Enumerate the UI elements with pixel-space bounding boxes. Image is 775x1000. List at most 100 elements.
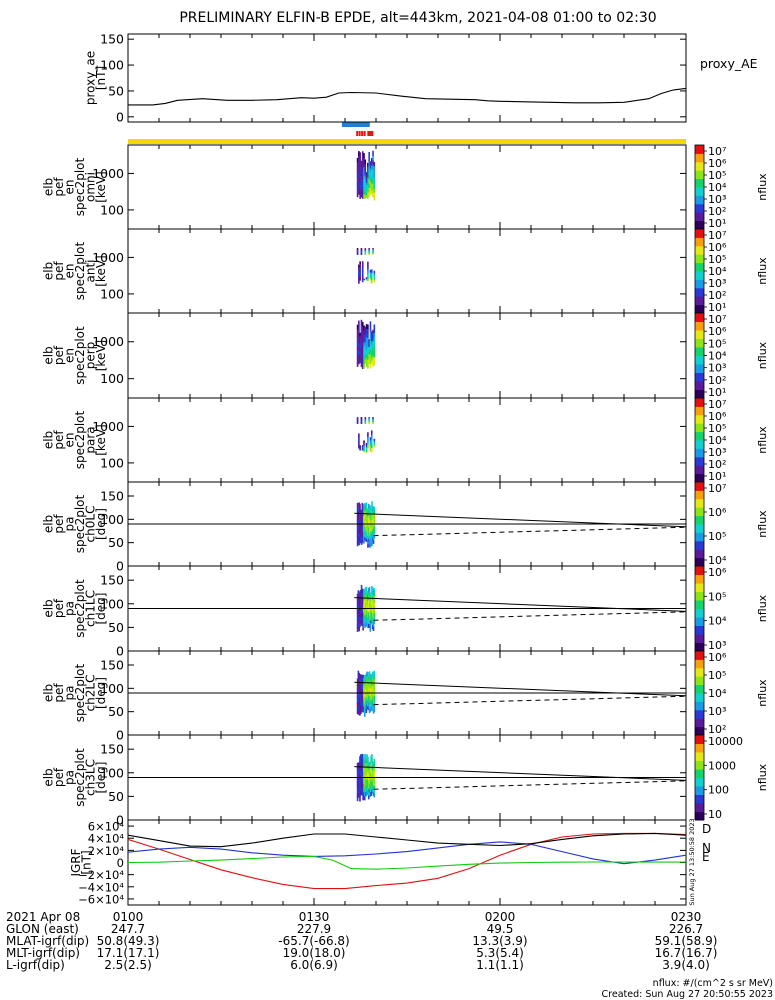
colorbar-cell <box>695 212 704 222</box>
spec-cell <box>369 174 372 179</box>
spec-cell <box>359 332 361 337</box>
spec-cell <box>365 708 368 714</box>
spec-cell <box>361 349 364 356</box>
spec-cell <box>372 362 374 367</box>
spec-cell <box>365 189 368 193</box>
spec-cell <box>363 446 365 448</box>
colorbar-tick-label: 10⁵ <box>708 422 726 435</box>
spec-cell <box>367 350 369 356</box>
spec-cell <box>365 353 368 359</box>
colorbar-cell <box>695 389 704 399</box>
spec-cell <box>365 340 368 346</box>
spec-cell <box>365 177 368 181</box>
spec-cell <box>370 340 373 345</box>
spec-cell <box>360 417 363 419</box>
spec-cell <box>373 699 376 705</box>
y-axis-label: pef <box>52 177 66 197</box>
spec-cell <box>370 445 373 449</box>
colorbar-tick-label: 10⁴ <box>708 265 727 278</box>
spec-cell <box>364 248 367 250</box>
spec-cell <box>367 267 369 270</box>
spec-cell <box>372 539 375 544</box>
colorbar-cell <box>695 490 704 500</box>
plot-title: PRELIMINARY ELFIN-B EPDE, alt=443km, 202… <box>179 10 656 26</box>
footer-row-value: 227.9 <box>297 922 331 936</box>
spec-cell <box>368 156 370 162</box>
colorbar-tick-label: 10⁴ <box>708 350 727 363</box>
spec-cell <box>356 349 359 355</box>
spec-cell <box>361 188 364 195</box>
spec-cell <box>359 184 361 190</box>
spec-cell <box>365 324 368 329</box>
colorbar-cell <box>695 786 704 795</box>
spec-cell <box>370 447 373 451</box>
spec-cell <box>364 419 367 421</box>
spec-cell <box>362 708 364 713</box>
spec-cell <box>372 418 374 420</box>
spec-cell <box>368 248 370 250</box>
y-tick-label: 150 <box>100 742 124 757</box>
y-axis-label: [keV] <box>94 424 108 455</box>
spec-cell <box>366 591 368 595</box>
spec-cell <box>360 250 363 252</box>
colorbar-cell <box>695 330 704 339</box>
y-axis-label: [keV] <box>94 340 108 371</box>
spec-cell <box>370 350 373 355</box>
spec-cell <box>373 177 376 182</box>
spec-cell <box>356 253 359 255</box>
spec-cell <box>372 251 374 254</box>
colorbar-cell <box>695 540 704 550</box>
spec-cell <box>359 156 361 163</box>
y-axis-label: para <box>84 426 98 453</box>
spec-cell <box>373 531 376 536</box>
spec-cell <box>363 443 365 446</box>
spec-cell <box>373 678 376 684</box>
y-tick-label: −4×10⁴ <box>78 880 124 894</box>
y-axis-label: en <box>63 264 77 279</box>
colorbar-cell <box>695 735 704 744</box>
series-group <box>128 832 686 890</box>
spec-cell <box>373 196 376 201</box>
grf-legend-d: D <box>702 822 711 836</box>
y-axis-label: pef <box>52 261 66 281</box>
anti-loss-cone-line <box>373 526 687 537</box>
spec-cell <box>365 187 368 191</box>
spec-cell <box>373 184 376 190</box>
spec-cell <box>373 506 376 511</box>
colorbar-cell <box>695 583 704 592</box>
colorbar-cell <box>695 726 704 736</box>
anti-loss-cone-line <box>373 780 687 790</box>
spec-cell <box>370 269 373 272</box>
colorbar-tick-label: 10⁴ <box>708 687 727 700</box>
spec-cell <box>358 672 360 678</box>
spec-cell <box>364 333 367 339</box>
spec-cell <box>373 605 376 610</box>
y-tick-label: 6×10⁴ <box>88 820 125 834</box>
footer-row-value: 0230 <box>671 910 702 924</box>
spec-cell <box>365 345 368 350</box>
spec-cell <box>361 155 364 162</box>
spec-cell <box>373 683 376 688</box>
spec-cell <box>361 354 364 360</box>
spec-cell <box>358 176 360 182</box>
spec-cell <box>360 540 363 545</box>
created-stamp: Created: Sun Aug 27 20:50:55 2023 <box>602 989 773 1000</box>
spec-cell <box>364 355 367 360</box>
science-zone-bar <box>341 122 370 127</box>
spec-cell <box>368 356 370 360</box>
spec-cell <box>358 320 360 326</box>
spec-cell <box>364 249 367 251</box>
series-line-d <box>128 832 686 890</box>
spec-cell <box>373 180 376 186</box>
y-tick-label: −6×10⁴ <box>78 892 124 906</box>
colorbar-tick-label: 10³ <box>708 277 726 290</box>
footer-row-value: 49.5 <box>487 922 514 936</box>
spec-cell <box>373 441 376 443</box>
spec-cell <box>367 328 369 334</box>
spec-cell <box>370 272 373 275</box>
colorbar-cell <box>695 237 704 247</box>
spec-cell <box>360 164 363 169</box>
spec-cell <box>367 272 369 276</box>
spec-cell <box>368 341 370 345</box>
spec-cell <box>363 363 365 369</box>
